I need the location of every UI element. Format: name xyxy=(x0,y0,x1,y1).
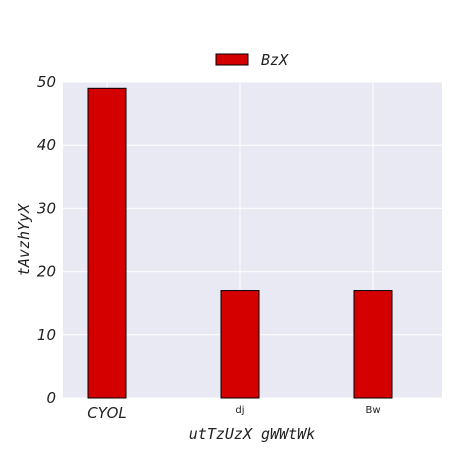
legend: BzX xyxy=(215,51,289,69)
y-tick-label: 10 xyxy=(37,326,56,344)
x-tick-label: Bw xyxy=(365,405,380,416)
y-tick-label: 40 xyxy=(37,136,56,154)
y-tick-label: 20 xyxy=(37,263,56,281)
y-tick-label: 0 xyxy=(46,389,56,407)
bar-CYOL xyxy=(87,87,127,399)
x-tick-labels: CYOL dj Bw xyxy=(87,404,380,422)
x-tick-label: CYOL xyxy=(87,404,127,422)
y-tick-label: 50 xyxy=(37,73,56,91)
bar-Bw xyxy=(353,290,393,399)
bar-dj xyxy=(220,290,260,399)
y-axis-label: tAvzhYyX xyxy=(15,203,33,276)
x-axis-label: utTzUzX gWWtWk xyxy=(189,425,315,443)
bars xyxy=(87,87,393,399)
legend-label: BzX xyxy=(261,51,289,69)
legend-swatch xyxy=(215,53,249,66)
x-tick-label: dj xyxy=(235,405,244,416)
y-tick-label: 30 xyxy=(37,199,56,217)
y-tick-labels: 0 10 20 30 40 50 xyxy=(37,73,56,407)
